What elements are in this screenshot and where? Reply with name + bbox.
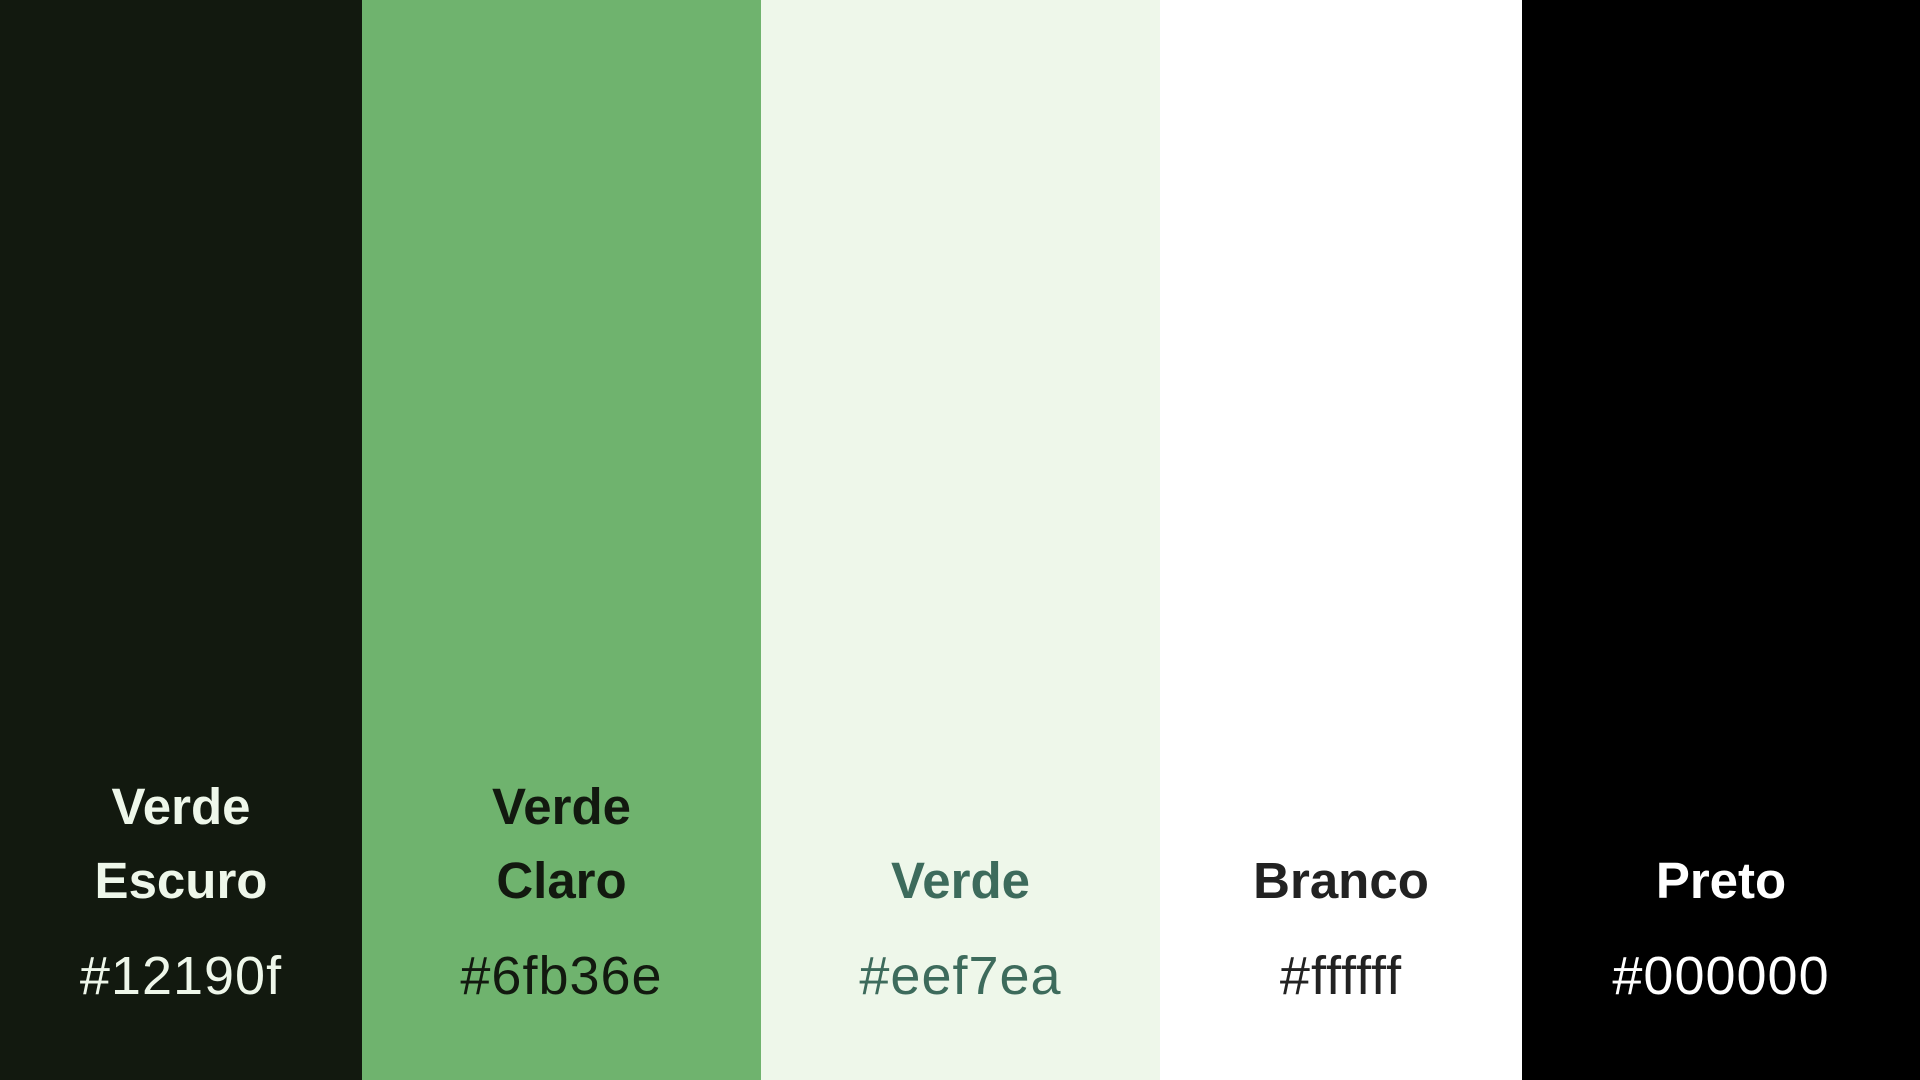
swatch-hex-code: #6fb36e (460, 946, 663, 1006)
swatch-hex-code: #000000 (1612, 946, 1830, 1006)
swatch-name: Branco (1253, 852, 1429, 909)
swatch-preto: Preto #000000 (1522, 0, 1920, 1080)
swatch-hex-code: #eef7ea (859, 946, 1062, 1006)
swatch-name: Verde (891, 852, 1030, 909)
swatch-verde-escuro: Verde Escuro #12190f (0, 0, 362, 1080)
swatch-label-group: Verde #eef7ea (761, 844, 1160, 1006)
swatch-hex-code: #ffffff (1279, 946, 1403, 1006)
swatch-name: Verde Escuro (94, 778, 268, 909)
swatch-hex-code: #12190f (79, 946, 283, 1006)
swatch-name: Preto (1655, 852, 1787, 909)
swatch-verde: Verde #eef7ea (761, 0, 1160, 1080)
swatch-label-group: Verde Escuro #12190f (0, 770, 362, 1006)
swatch-label-group: Preto #000000 (1522, 844, 1920, 1006)
swatch-branco: Branco #ffffff (1160, 0, 1522, 1080)
swatch-label-group: Branco #ffffff (1160, 844, 1522, 1006)
swatch-name: Verde Claro (492, 778, 631, 909)
swatch-verde-claro: Verde Claro #6fb36e (362, 0, 761, 1080)
swatch-label-group: Verde Claro #6fb36e (362, 770, 761, 1006)
